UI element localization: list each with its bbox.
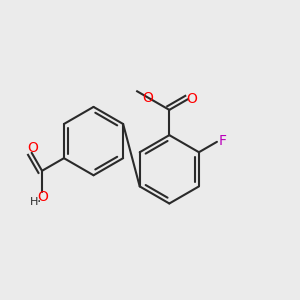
Text: F: F (218, 134, 226, 148)
Text: ·: · (37, 195, 41, 209)
Text: O: O (187, 92, 197, 106)
Text: O: O (142, 91, 153, 105)
Text: O: O (27, 141, 38, 155)
Text: O: O (37, 190, 48, 204)
Text: H: H (29, 197, 38, 207)
